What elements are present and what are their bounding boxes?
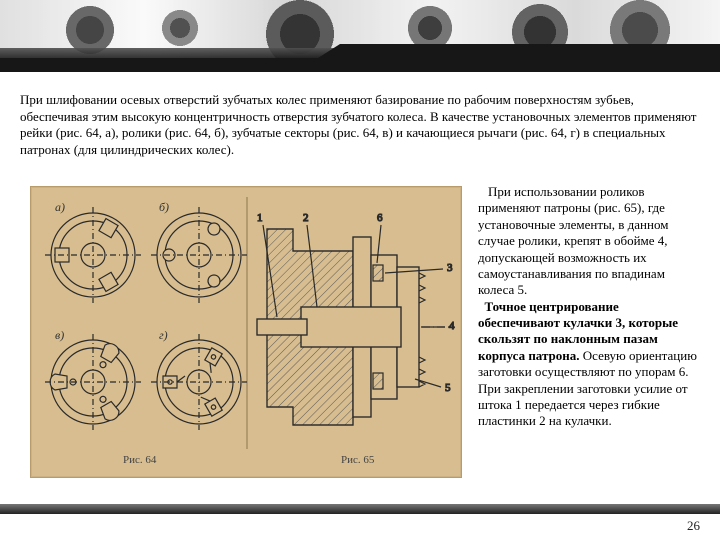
figure-64-65: а) б) в) xyxy=(30,186,462,478)
sub-label-a: а) xyxy=(55,200,65,214)
sub-label-v: в) xyxy=(55,328,64,342)
paragraph-right: При использовании роликов применяют патр… xyxy=(478,184,698,430)
footer-line xyxy=(0,504,720,514)
callout-4: 4 xyxy=(449,320,455,332)
fig64g xyxy=(151,334,247,430)
fig64v xyxy=(45,334,141,430)
callout-2: 2 xyxy=(303,212,309,224)
sub-label-b: б) xyxy=(159,200,169,214)
callout-5: 5 xyxy=(445,382,451,394)
caption-64: Рис. 64 xyxy=(123,454,157,466)
page-number: 26 xyxy=(687,518,700,534)
header-stripe xyxy=(0,58,720,72)
callout-3: 3 xyxy=(447,262,453,274)
callout-6: 6 xyxy=(377,212,383,224)
fig64b xyxy=(151,207,247,303)
paragraph-top: При шлифовании осевых отверстий зубчатых… xyxy=(20,92,702,159)
callout-1: 1 xyxy=(257,212,263,224)
fig64a xyxy=(45,207,141,303)
right-p1: При использовании роликов применяют патр… xyxy=(478,184,668,297)
sub-label-g: г) xyxy=(159,328,168,342)
caption-65: Рис. 65 xyxy=(341,454,375,466)
header-gear-band xyxy=(0,0,720,74)
fig65: 1 2 3 4 5 6 xyxy=(257,212,455,425)
